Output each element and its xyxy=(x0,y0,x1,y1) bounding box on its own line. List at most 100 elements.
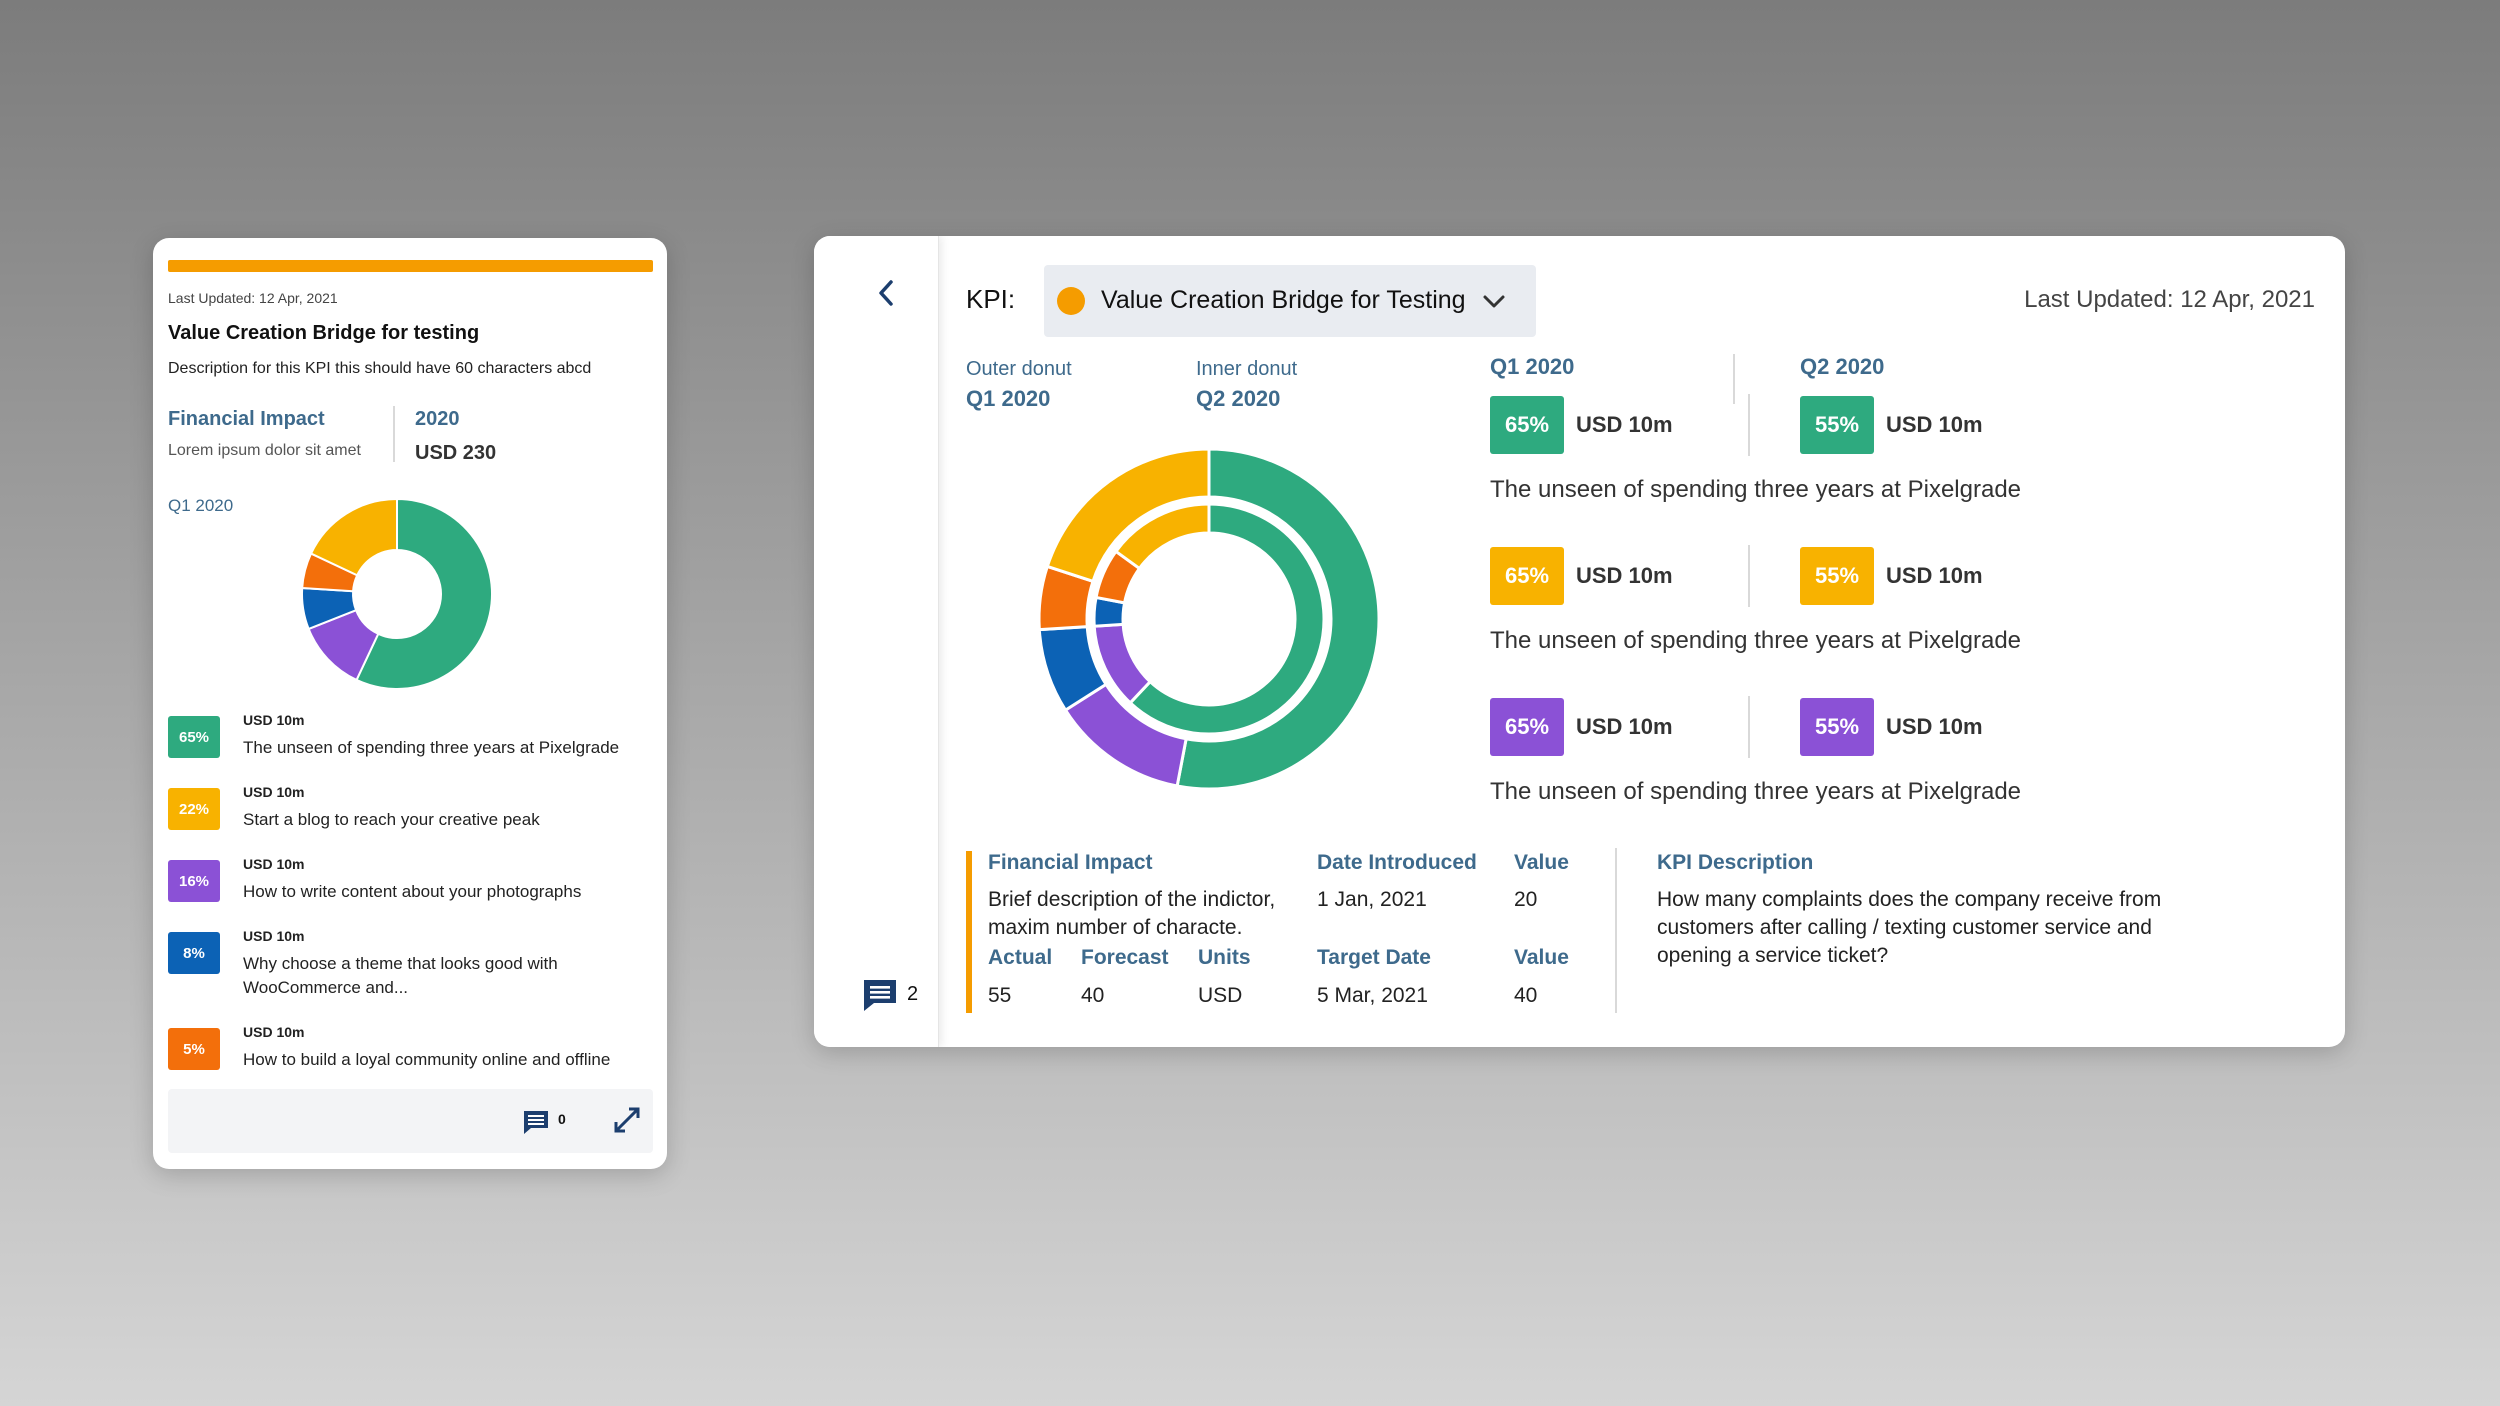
percent-badge: 65% xyxy=(168,716,220,758)
donut-slice-green[interactable] xyxy=(1175,447,1381,791)
item-value: USD 10m xyxy=(243,1024,305,1040)
divider xyxy=(1615,848,1617,1013)
item-value: USD 10m xyxy=(243,856,305,872)
chevron-down-icon[interactable] xyxy=(1480,289,1508,315)
kpi-color-dot xyxy=(1057,287,1085,315)
item-text: How to write content about your photogra… xyxy=(243,882,582,901)
outer-donut-period: Q1 2020 xyxy=(966,386,1051,411)
q2-value: USD 10m xyxy=(1886,412,1983,437)
q1-value: USD 10m xyxy=(1576,563,1673,588)
small-donut-chart xyxy=(301,497,493,690)
target-date-value: 5 Mar, 2021 xyxy=(1317,984,1428,1007)
card-footer: 0 xyxy=(168,1089,653,1153)
financial-impact-label: Financial Impact xyxy=(988,851,1153,874)
forecast-label: Forecast xyxy=(1081,946,1169,969)
financial-impact-label: Financial Impact xyxy=(168,408,325,430)
kpi-description-text: opening a service ticket? xyxy=(1657,944,1889,967)
inner-donut-label: Inner donut xyxy=(1196,358,1298,380)
last-updated: Last Updated: 12 Apr, 2021 xyxy=(168,290,338,306)
divider xyxy=(1733,354,1735,404)
item-text: Why choose a theme that looks good with … xyxy=(243,954,558,997)
kpi-select-value: Value Creation Bridge for Testing xyxy=(1101,286,1466,314)
detail-sidebar: 2 xyxy=(814,236,939,1047)
comment-icon[interactable] xyxy=(522,1109,550,1135)
kpi-description-text: How many complaints does the company rec… xyxy=(1657,888,2162,911)
q2-value: USD 10m xyxy=(1886,714,1983,739)
q1-value: USD 10m xyxy=(1576,412,1673,437)
row-text: The unseen of spending three years at Pi… xyxy=(1490,476,2022,503)
item-text: Start a blog to reach your creative peak xyxy=(243,810,540,829)
q1-header: Q1 2020 xyxy=(1490,354,1575,379)
item-value: USD 10m xyxy=(243,712,305,728)
kpi-description-text: customers after calling / texting custom… xyxy=(1657,916,2152,939)
comparison-row: 65% USD 10m 55% USD 10m The unseen of sp… xyxy=(1490,394,2290,516)
financial-impact-subtitle: Lorem ipsum dolor sit amet xyxy=(168,442,361,459)
value-label: Value xyxy=(1514,946,1569,969)
kpi-description-label: KPI Description xyxy=(1657,851,1814,874)
outer-donut-label: Outer donut xyxy=(966,358,1072,380)
comparison-row: 65% USD 10m 55% USD 10m The unseen of sp… xyxy=(1490,696,2290,818)
card-title: Value Creation Bridge for testing xyxy=(168,322,480,344)
q1-badge: 65% xyxy=(1490,396,1564,454)
accent-bar xyxy=(966,851,972,1013)
q2-badge: 55% xyxy=(1800,547,1874,605)
year-label: 2020 xyxy=(415,408,460,430)
divider xyxy=(393,406,395,462)
donut-slice-yellow[interactable] xyxy=(309,497,398,577)
q1-value: USD 10m xyxy=(1576,714,1673,739)
item-value: USD 10m xyxy=(243,928,305,944)
units-value: USD xyxy=(1198,984,1243,1007)
comment-count: 0 xyxy=(558,1111,566,1127)
q1-badge: 65% xyxy=(1490,698,1564,756)
value-2: 40 xyxy=(1514,984,1538,1007)
date-introduced-label: Date Introduced xyxy=(1317,851,1477,874)
percent-badge: 5% xyxy=(168,1028,220,1070)
last-updated: Last Updated: 12 Apr, 2021 xyxy=(2024,286,2315,313)
donut-slice-green[interactable] xyxy=(355,497,493,690)
donut-slice-green[interactable] xyxy=(1128,502,1326,736)
financial-impact-desc: Brief description of the indictor, xyxy=(988,888,1276,911)
kpi-summary-card: Last Updated: 12 Apr, 2021 Value Creatio… xyxy=(153,238,667,1169)
expand-icon[interactable] xyxy=(612,1105,642,1135)
row-text: The unseen of spending three years at Pi… xyxy=(1490,778,2022,805)
card-description: Description for this KPI this should hav… xyxy=(168,360,592,377)
row-text: The unseen of spending three years at Pi… xyxy=(1490,627,2022,654)
kpi-label: KPI: xyxy=(966,284,1016,314)
actual-value: 55 xyxy=(988,984,1012,1007)
forecast-value: 40 xyxy=(1081,984,1105,1007)
q2-badge: 55% xyxy=(1800,698,1874,756)
value-1: 20 xyxy=(1514,888,1538,911)
amount-value: USD 230 xyxy=(415,442,497,464)
actual-label: Actual xyxy=(988,946,1053,969)
units-label: Units xyxy=(1198,946,1251,969)
date-introduced-value: 1 Jan, 2021 xyxy=(1317,888,1427,911)
value-label: Value xyxy=(1514,851,1569,874)
q1-badge: 65% xyxy=(1490,547,1564,605)
percent-badge: 16% xyxy=(168,860,220,902)
q2-header: Q2 2020 xyxy=(1800,354,1885,379)
comparison-row: 65% USD 10m 55% USD 10m The unseen of sp… xyxy=(1490,545,2290,667)
item-text: How to build a loyal community online an… xyxy=(243,1050,611,1069)
divider xyxy=(1748,545,1750,607)
q2-value: USD 10m xyxy=(1886,563,1983,588)
kpi-select[interactable]: Value Creation Bridge for Testing xyxy=(1044,265,1536,337)
accent-bar xyxy=(168,260,653,272)
comment-icon[interactable] xyxy=(862,978,898,1012)
double-donut-chart xyxy=(1037,447,1381,791)
percent-badge: 8% xyxy=(168,932,220,974)
percent-badge: 22% xyxy=(168,788,220,830)
comment-count: 2 xyxy=(907,983,919,1005)
item-text: The unseen of spending three years at Pi… xyxy=(243,738,620,757)
divider xyxy=(1748,394,1750,456)
chevron-left-icon[interactable] xyxy=(874,276,898,310)
divider xyxy=(1748,696,1750,758)
item-value: USD 10m xyxy=(243,784,305,800)
donut-slice-yellow[interactable] xyxy=(1045,447,1211,584)
target-date-label: Target Date xyxy=(1317,946,1431,969)
donut-slice-yellow[interactable] xyxy=(1113,502,1211,571)
financial-impact-desc: maxim number of characte. xyxy=(988,916,1243,939)
kpi-detail-card: 2 KPI: Value Creation Bridge for Testing… xyxy=(814,236,2345,1047)
inner-donut-period: Q2 2020 xyxy=(1196,386,1281,411)
q2-badge: 55% xyxy=(1800,396,1874,454)
period-label: Q1 2020 xyxy=(168,496,234,515)
